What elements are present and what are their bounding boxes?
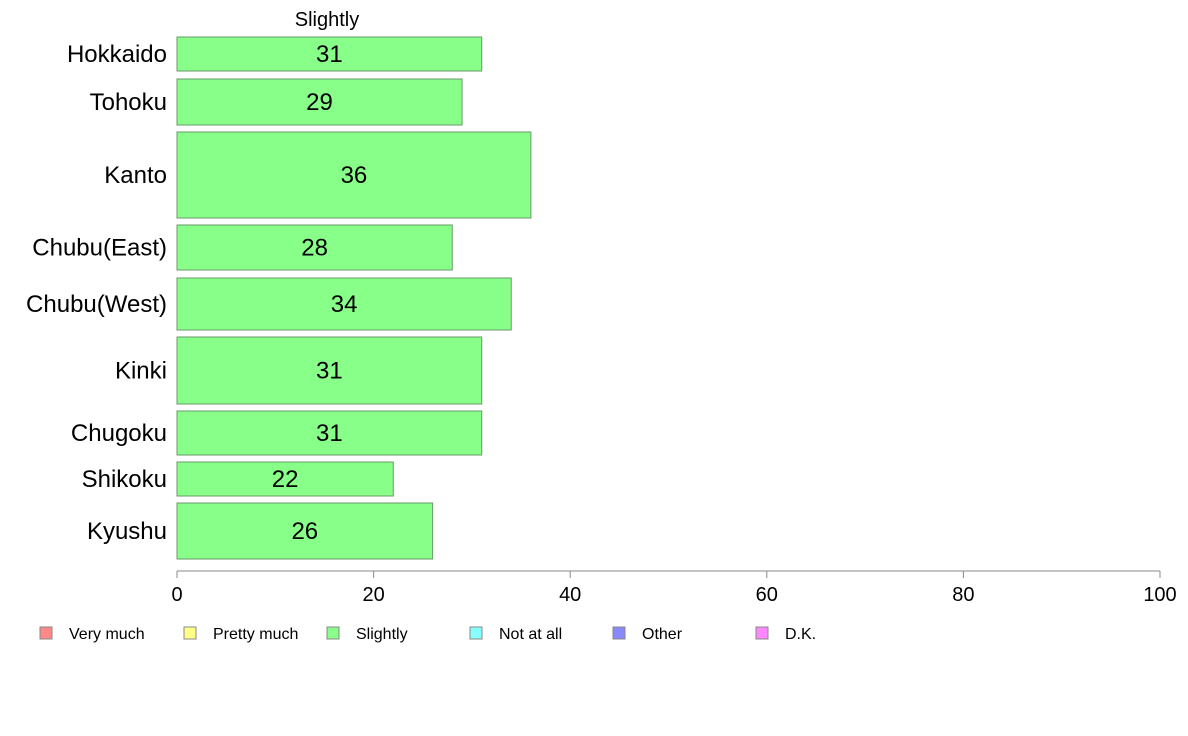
bar-kinki — [176, 336, 483, 405]
category-label: Shikoku — [82, 466, 167, 493]
value-label: 26 — [291, 518, 318, 545]
bar-kanto — [176, 131, 532, 219]
legend-swatch — [612, 626, 626, 640]
x-axis: 0 20 40 60 80 100 — [171, 570, 1177, 606]
category-label: Hokkaido — [67, 41, 167, 68]
x-tick-label: 100 — [1143, 584, 1176, 606]
bar-chugoku — [176, 410, 483, 456]
bar-chubu-west — [176, 277, 512, 331]
x-tick-label: 20 — [362, 584, 384, 606]
value-label: 22 — [272, 466, 299, 493]
legend-label: Pretty much — [213, 626, 298, 643]
category-label: Kyushu — [87, 518, 167, 545]
value-label: 31 — [316, 358, 343, 385]
legend-swatch — [183, 626, 197, 640]
legend-swatch — [326, 626, 340, 640]
category-label: Chubu(East) — [32, 235, 167, 262]
bar-hokkaido — [176, 36, 483, 72]
value-label: 31 — [316, 420, 343, 447]
legend-label: Other — [642, 626, 683, 643]
x-tick-label: 80 — [952, 584, 974, 606]
bars-group: Hokkaido 31 Tohoku 29 Kanto 36 Chubu(East) 28 Ch… — [26, 36, 532, 560]
legend-label: Very much — [69, 626, 145, 643]
value-label: 31 — [316, 41, 343, 68]
value-label: 34 — [331, 291, 358, 318]
bar-tohoku — [176, 78, 463, 126]
legend-label: D.K. — [785, 626, 816, 643]
bar-shikoku — [176, 461, 394, 497]
bar-kyushu — [176, 502, 434, 560]
legend-swatch — [39, 626, 53, 640]
value-label: 28 — [301, 235, 328, 262]
legend-label: Slightly — [356, 626, 408, 643]
category-label: Tohoku — [90, 89, 167, 116]
category-label: Kanto — [104, 162, 167, 189]
x-tick-label: 60 — [756, 584, 778, 606]
legend-swatch — [469, 626, 483, 640]
legend: Very much Pretty much Slightly Not at all Ot… — [39, 626, 816, 643]
bar-chubu-east — [176, 224, 453, 271]
value-label: 36 — [341, 162, 368, 189]
legend-swatch — [755, 626, 769, 640]
x-tick-label: 0 — [171, 584, 182, 606]
category-label: Chugoku — [71, 420, 167, 447]
legend-label: Not at all — [499, 626, 562, 643]
category-label: Kinki — [115, 358, 167, 385]
chart-panel-title: Slightly — [295, 9, 359, 31]
category-label: Chubu(West) — [26, 291, 167, 318]
value-label: 29 — [306, 89, 333, 116]
x-tick-label: 40 — [559, 584, 581, 606]
